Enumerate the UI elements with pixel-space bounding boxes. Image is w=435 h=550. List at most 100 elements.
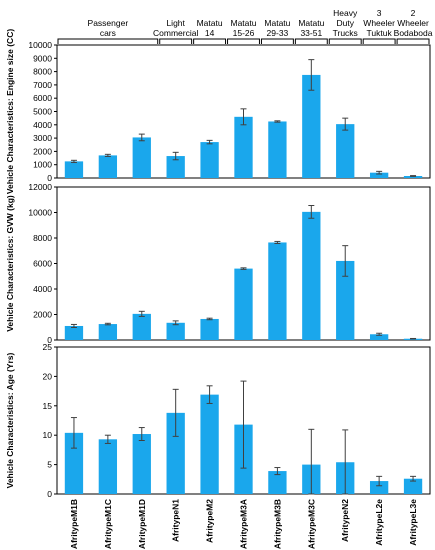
y-tick-label: 7000 xyxy=(33,80,52,90)
y-tick-label: 0 xyxy=(47,489,52,499)
bar xyxy=(369,334,389,340)
group-label: Bodaboda xyxy=(394,28,433,38)
group-label: Passenger xyxy=(88,18,129,28)
engine-size-panel: 0 1000 2000 3000 4000 5000 6000 7000 8000 9000 100… xyxy=(5,29,431,195)
group-label: Wheeler xyxy=(363,18,395,28)
bar xyxy=(64,432,84,494)
bar xyxy=(369,481,389,494)
group-bracket xyxy=(294,38,328,44)
bar xyxy=(166,156,185,178)
group-label: 29-33 xyxy=(267,28,289,38)
y-tick-label: 3000 xyxy=(33,133,52,143)
y-tick-label: 0 xyxy=(47,173,52,183)
group-label: 14 xyxy=(205,28,215,38)
y-tick-label: 9000 xyxy=(33,53,52,63)
group-bracket xyxy=(362,38,396,44)
y-axis-label: Vehicle Characteristics: Engine size (CC… xyxy=(5,29,15,195)
group-label: 3 xyxy=(377,8,382,18)
group-label: cars xyxy=(100,28,116,38)
bar xyxy=(98,439,118,494)
bar xyxy=(403,478,423,494)
y-tick-label: 25 xyxy=(43,342,53,352)
bar xyxy=(166,412,185,494)
vehicle-group-labels: PassengercarsLightCommercialMatatu14Mata… xyxy=(57,8,433,44)
group-bracket xyxy=(159,38,193,44)
y-tick-label: 5 xyxy=(47,460,52,470)
y-tick-label: 12000 xyxy=(28,182,52,192)
bar xyxy=(268,471,287,494)
group-bracket xyxy=(57,38,159,44)
y-tick-label: 8000 xyxy=(33,233,52,243)
group-label: Matatu xyxy=(298,18,324,28)
y-tick-label: 20 xyxy=(43,371,53,381)
bar xyxy=(234,116,253,178)
bar xyxy=(132,137,151,178)
x-category-label: AfritypeL2e xyxy=(374,499,384,546)
y-tick-label: 2000 xyxy=(33,310,52,320)
y-tick-label: 10000 xyxy=(28,40,52,50)
group-label: Tuktuk xyxy=(367,28,393,38)
group-label: Light xyxy=(166,18,185,28)
bar xyxy=(64,161,84,178)
y-tick-label: 6000 xyxy=(33,259,52,269)
y-tick-label: 1000 xyxy=(33,160,52,170)
bar xyxy=(268,121,287,178)
y-tick-label: 10 xyxy=(43,430,53,440)
bar xyxy=(132,434,151,494)
bar xyxy=(336,124,355,178)
group-label: Duty xyxy=(336,18,354,28)
x-category-label: AfritypeM3C xyxy=(306,499,316,549)
bar xyxy=(98,324,118,340)
bar xyxy=(302,211,321,340)
bar xyxy=(64,325,84,340)
y-axis-label: Vehicle Characteristics: Age (Yrs) xyxy=(5,352,15,488)
group-bracket xyxy=(260,38,294,44)
group-label: Matatu xyxy=(231,18,257,28)
bar xyxy=(132,313,151,340)
x-category-label: AfritypeN1 xyxy=(171,499,181,542)
group-label: Trucks xyxy=(333,28,358,38)
group-label: Matatu xyxy=(264,18,290,28)
group-bracket xyxy=(227,38,260,44)
group-bracket xyxy=(193,38,227,44)
group-label: 33-51 xyxy=(300,28,322,38)
y-tick-label: 8000 xyxy=(33,67,52,77)
bar xyxy=(336,260,355,340)
x-category-label: AfritypeN2 xyxy=(340,499,350,542)
bar xyxy=(200,394,219,494)
y-tick-label: 4000 xyxy=(33,284,52,294)
y-tick-label: 2000 xyxy=(33,146,52,156)
group-label: Commercial xyxy=(153,28,198,38)
y-tick-label: 4000 xyxy=(33,120,52,130)
x-category-label: AfritypeM1B xyxy=(69,499,79,549)
y-tick-label: 5000 xyxy=(33,107,52,117)
x-category-label: AfritypeM1C xyxy=(103,499,113,549)
group-bracket xyxy=(396,38,430,44)
age-panel: 0 5 10 15 20 25 Vehicle Characteristics: Age (… xyxy=(5,342,431,499)
bar xyxy=(200,318,219,340)
x-category-label: AfritypeM1D xyxy=(137,499,147,549)
group-label: Heavy xyxy=(333,8,358,18)
group-bracket xyxy=(328,38,362,44)
bar xyxy=(234,268,253,340)
bar xyxy=(369,172,389,178)
bar xyxy=(166,322,185,340)
x-category-label: AfritypeM2 xyxy=(205,499,215,543)
y-axis-label: Vehicle Characteristics: GVW (kg) xyxy=(5,195,15,332)
x-category-label: AfritypeL3e xyxy=(408,499,418,546)
group-label: Wheeler xyxy=(397,18,429,28)
group-label: 2 xyxy=(411,8,416,18)
bar xyxy=(200,142,219,178)
x-category-labels: AfritypeM1B AfritypeM1C AfritypeM1D Afrityp… xyxy=(69,499,418,549)
bar xyxy=(268,242,287,340)
bar xyxy=(98,155,118,178)
bar xyxy=(302,74,321,178)
y-tick-label: 15 xyxy=(43,401,53,411)
y-tick-label: 0 xyxy=(47,335,52,345)
group-label: Matatu xyxy=(197,18,223,28)
y-tick-label: 10000 xyxy=(28,208,52,218)
bar xyxy=(403,176,423,178)
y-tick-label: 6000 xyxy=(33,93,52,103)
gvw-panel: 0 2000 4000 6000 8000 10000 12000 Vehicle Chara… xyxy=(5,182,431,345)
